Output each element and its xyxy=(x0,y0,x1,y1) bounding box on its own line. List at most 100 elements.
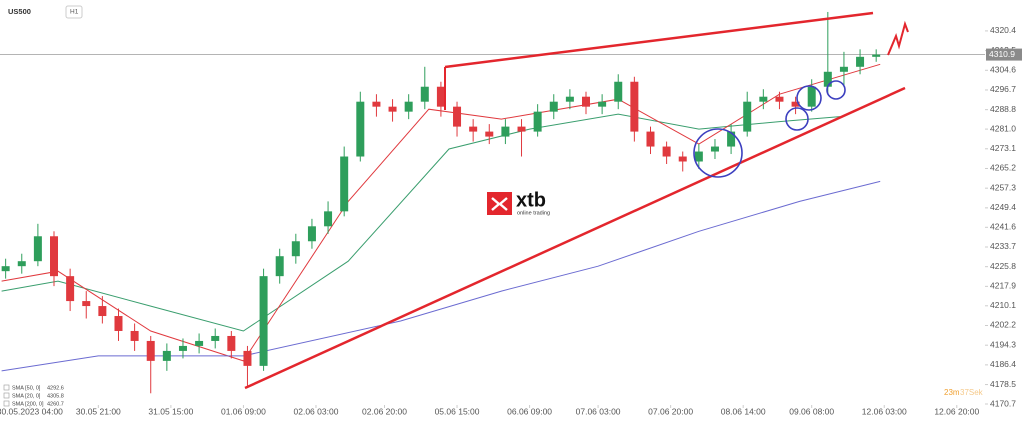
x-tick-label: 02.06 03:00 xyxy=(294,406,339,416)
candle-body xyxy=(533,111,542,132)
candle-body xyxy=(291,241,300,257)
candle-body xyxy=(743,101,752,132)
y-tick-label: 4170.7 xyxy=(990,398,1016,408)
candle-body xyxy=(517,126,526,132)
candle-body xyxy=(275,256,284,277)
y-tick-label: 4217.9 xyxy=(990,281,1016,291)
x-tick-label: 30.05 21:00 xyxy=(76,406,121,416)
y-tick-label: 4257.3 xyxy=(990,182,1016,192)
candle-body xyxy=(807,86,816,107)
circle-marker xyxy=(826,80,846,100)
candle-body xyxy=(372,101,381,107)
y-tick-label: 4210.1 xyxy=(990,300,1016,310)
legend-swatch xyxy=(3,392,10,399)
x-tick-label: 01.06 09:00 xyxy=(221,406,266,416)
candle-body xyxy=(146,340,155,361)
legend-value: 4292.6 xyxy=(47,385,64,391)
candle-body xyxy=(356,101,365,157)
y-tick-label: 4265.2 xyxy=(990,163,1016,173)
candle-body xyxy=(1,266,10,272)
logo-tagline: online trading xyxy=(517,210,550,216)
y-tick-label: 4178.5 xyxy=(990,379,1016,389)
interval-box xyxy=(65,5,83,19)
candle-body xyxy=(485,131,494,137)
legend-swatch xyxy=(3,384,10,391)
candle-body xyxy=(307,226,316,242)
interval: H1 xyxy=(70,9,79,16)
candle-body xyxy=(227,335,236,351)
candle-body xyxy=(856,56,865,67)
candle-body xyxy=(243,350,252,366)
x-tick-label: 07.06 03:00 xyxy=(576,406,621,416)
legend-name: SMA [50, 0] xyxy=(12,385,41,391)
x-tick-label: 06.06 09:00 xyxy=(507,406,552,416)
candle-body xyxy=(420,86,429,102)
y-tick-label: 4320.4 xyxy=(990,25,1016,35)
y-tick-label: 4296.7 xyxy=(990,84,1016,94)
candle-body xyxy=(404,101,413,112)
candle-body xyxy=(324,211,333,227)
circle-marker xyxy=(785,107,809,131)
candle-body xyxy=(791,101,800,107)
candle-body xyxy=(211,335,220,341)
sma-line xyxy=(1,180,881,372)
candle-body xyxy=(82,301,91,307)
candle-body xyxy=(598,101,607,107)
candle-body xyxy=(646,131,655,147)
y-tick-label: 4304.6 xyxy=(990,65,1016,75)
trend-line xyxy=(444,11,874,69)
candle-body xyxy=(130,330,139,341)
candle-body xyxy=(50,236,59,277)
candle-body xyxy=(565,96,574,102)
logo-mark xyxy=(491,197,508,211)
candle-body xyxy=(872,54,881,57)
candle-body xyxy=(727,131,736,147)
candle-body xyxy=(614,81,623,102)
candle-body xyxy=(469,126,478,132)
y-tick-label: 4241.6 xyxy=(990,222,1016,232)
price-label-box xyxy=(986,48,1022,61)
candle-body xyxy=(388,106,397,112)
x-tick-label: 30.05.2023 04:00 xyxy=(0,406,63,416)
x-tick-label: 09.06 08:00 xyxy=(789,406,834,416)
candle-body xyxy=(453,106,462,127)
sma-line xyxy=(1,113,840,332)
candle-body xyxy=(630,81,639,132)
trend-line xyxy=(244,86,906,390)
candle-body xyxy=(678,156,687,162)
circle-marker xyxy=(796,85,822,111)
candle-body xyxy=(340,156,349,212)
legend-swatch xyxy=(3,400,10,407)
candle-body xyxy=(775,96,784,102)
y-tick-label: 4281.0 xyxy=(990,123,1016,133)
sma-line xyxy=(1,63,881,362)
candle-body xyxy=(710,146,719,152)
candle-body xyxy=(436,86,445,107)
x-tick-label: 12.06 20:00 xyxy=(934,406,979,416)
legend-value: 4260.7 xyxy=(47,401,64,407)
x-tick-label: 31.05 15:00 xyxy=(148,406,193,416)
legend-name: SMA [20, 0] xyxy=(12,393,41,399)
timer-seconds: 37Sek xyxy=(960,388,984,397)
candle-body xyxy=(33,236,42,262)
y-tick-label: 4273.1 xyxy=(990,143,1016,153)
x-tick-label: 12.06 03:00 xyxy=(862,406,907,416)
legend-value: 4305.8 xyxy=(47,393,64,399)
y-tick-label: 4186.4 xyxy=(990,359,1016,369)
candle-body xyxy=(549,101,558,112)
candle-body xyxy=(759,96,768,102)
candle-body xyxy=(839,66,848,72)
y-tick-label: 4288.8 xyxy=(990,104,1016,114)
candle-body xyxy=(162,350,171,361)
y-tick-label: 4202.2 xyxy=(990,320,1016,330)
logo: xtb xyxy=(516,189,546,211)
x-tick-label: 02.06 20:00 xyxy=(362,406,407,416)
y-tick-label: 4225.8 xyxy=(990,261,1016,271)
candle-body xyxy=(66,276,75,302)
candle-body xyxy=(98,306,107,317)
price-label: 4310.9 xyxy=(989,49,1015,59)
projection xyxy=(887,20,909,56)
x-tick-label: 07.06 20:00 xyxy=(648,406,693,416)
candle-body xyxy=(178,345,187,351)
